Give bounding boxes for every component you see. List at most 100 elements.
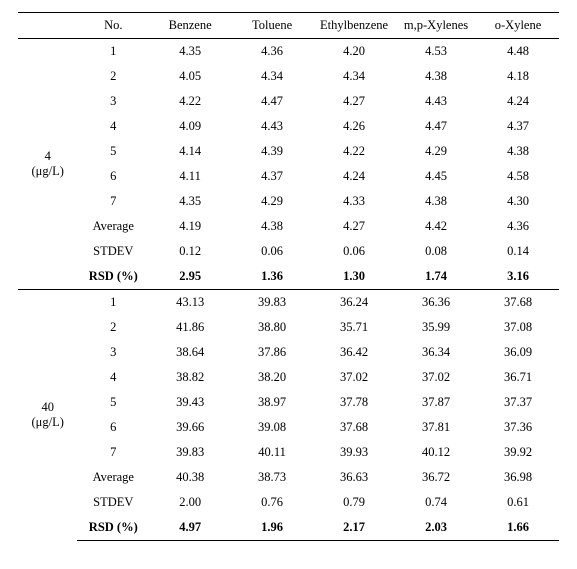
cell-value: 4.47	[231, 89, 313, 114]
cell-value: 36.24	[313, 290, 395, 316]
cell-value: 39.83	[149, 440, 231, 465]
header-col-0: Benzene	[149, 13, 231, 39]
row-no: 5	[77, 139, 149, 164]
cell-value: 41.86	[149, 315, 231, 340]
cell-value: 4.14	[149, 139, 231, 164]
group-label-value: 4	[45, 149, 51, 163]
table-row: 40(μg/L)143.1339.8336.2436.3637.68	[18, 290, 559, 316]
summary-label: Average	[77, 214, 149, 239]
summary-value: 0.14	[477, 239, 559, 264]
header-blank	[18, 13, 77, 39]
summary-value: 1.96	[231, 515, 313, 541]
summary-value: 4.42	[395, 214, 477, 239]
summary-row-rsd: RSD (%)4.971.962.172.031.66	[18, 515, 559, 541]
cell-value: 39.43	[149, 390, 231, 415]
cell-value: 38.80	[231, 315, 313, 340]
summary-value: 4.19	[149, 214, 231, 239]
cell-value: 4.38	[477, 139, 559, 164]
cell-value: 4.35	[149, 189, 231, 214]
cell-value: 4.34	[231, 64, 313, 89]
table-row: 4(μg/L)14.354.364.204.534.48	[18, 39, 559, 65]
summary-value: 1.36	[231, 264, 313, 290]
cell-value: 4.38	[395, 64, 477, 89]
row-no: 7	[77, 440, 149, 465]
summary-value: 4.38	[231, 214, 313, 239]
data-table: No. Benzene Toluene Ethylbenzene m,p-Xyl…	[18, 12, 559, 541]
row-no: 6	[77, 164, 149, 189]
cell-value: 36.42	[313, 340, 395, 365]
summary-value: 0.61	[477, 490, 559, 515]
table-row: 438.8238.2037.0237.0236.71	[18, 365, 559, 390]
summary-value: 0.79	[313, 490, 395, 515]
summary-row-std: STDEV0.120.060.060.080.14	[18, 239, 559, 264]
table-row: 241.8638.8035.7135.9937.08	[18, 315, 559, 340]
table-row: 24.054.344.344.384.18	[18, 64, 559, 89]
header-col-1: Toluene	[231, 13, 313, 39]
cell-value: 37.68	[313, 415, 395, 440]
cell-value: 37.36	[477, 415, 559, 440]
summary-value: 0.12	[149, 239, 231, 264]
row-no: 4	[77, 114, 149, 139]
cell-value: 4.53	[395, 39, 477, 65]
summary-value: 36.98	[477, 465, 559, 490]
cell-value: 35.99	[395, 315, 477, 340]
cell-value: 4.05	[149, 64, 231, 89]
cell-value: 4.29	[231, 189, 313, 214]
group-label-unit: (μg/L)	[32, 164, 64, 178]
summary-value: 0.74	[395, 490, 477, 515]
table-row: 539.4338.9737.7837.8737.37	[18, 390, 559, 415]
summary-row-rsd: RSD (%)2.951.361.301.743.16	[18, 264, 559, 290]
summary-row-avg: Average40.3838.7336.6336.7236.98	[18, 465, 559, 490]
summary-value: 40.38	[149, 465, 231, 490]
summary-label: RSD (%)	[77, 515, 149, 541]
summary-value: 4.36	[477, 214, 559, 239]
cell-value: 39.08	[231, 415, 313, 440]
group-label-value: 40	[41, 400, 54, 414]
group-label: 40(μg/L)	[18, 290, 77, 541]
cell-value: 37.02	[395, 365, 477, 390]
cell-value: 36.36	[395, 290, 477, 316]
summary-value: 2.00	[149, 490, 231, 515]
summary-row-std: STDEV2.000.760.790.740.61	[18, 490, 559, 515]
cell-value: 39.93	[313, 440, 395, 465]
summary-value: 36.72	[395, 465, 477, 490]
cell-value: 4.24	[313, 164, 395, 189]
cell-value: 4.27	[313, 89, 395, 114]
table-body: 4(μg/L)14.354.364.204.534.4824.054.344.3…	[18, 39, 559, 541]
cell-value: 37.08	[477, 315, 559, 340]
row-no: 2	[77, 64, 149, 89]
cell-value: 4.48	[477, 39, 559, 65]
cell-value: 4.34	[313, 64, 395, 89]
cell-value: 37.86	[231, 340, 313, 365]
summary-value: 1.66	[477, 515, 559, 541]
table-row: 739.8340.1139.9340.1239.92	[18, 440, 559, 465]
header-col-2: Ethylbenzene	[313, 13, 395, 39]
cell-value: 37.68	[477, 290, 559, 316]
cell-value: 4.22	[313, 139, 395, 164]
cell-value: 4.37	[477, 114, 559, 139]
btx-precision-table: No. Benzene Toluene Ethylbenzene m,p-Xyl…	[0, 0, 577, 559]
header-row: No. Benzene Toluene Ethylbenzene m,p-Xyl…	[18, 13, 559, 39]
cell-value: 37.81	[395, 415, 477, 440]
cell-value: 4.43	[231, 114, 313, 139]
cell-value: 43.13	[149, 290, 231, 316]
cell-value: 4.35	[149, 39, 231, 65]
row-no: 7	[77, 189, 149, 214]
table-row: 338.6437.8636.4236.3436.09	[18, 340, 559, 365]
cell-value: 38.64	[149, 340, 231, 365]
row-no: 3	[77, 89, 149, 114]
cell-value: 4.37	[231, 164, 313, 189]
cell-value: 4.43	[395, 89, 477, 114]
table-row: 639.6639.0837.6837.8137.36	[18, 415, 559, 440]
cell-value: 36.34	[395, 340, 477, 365]
summary-value: 2.17	[313, 515, 395, 541]
cell-value: 4.45	[395, 164, 477, 189]
cell-value: 4.22	[149, 89, 231, 114]
cell-value: 38.97	[231, 390, 313, 415]
summary-value: 2.95	[149, 264, 231, 290]
table-row: 44.094.434.264.474.37	[18, 114, 559, 139]
cell-value: 37.02	[313, 365, 395, 390]
cell-value: 4.29	[395, 139, 477, 164]
summary-value: 4.27	[313, 214, 395, 239]
summary-value: 2.03	[395, 515, 477, 541]
